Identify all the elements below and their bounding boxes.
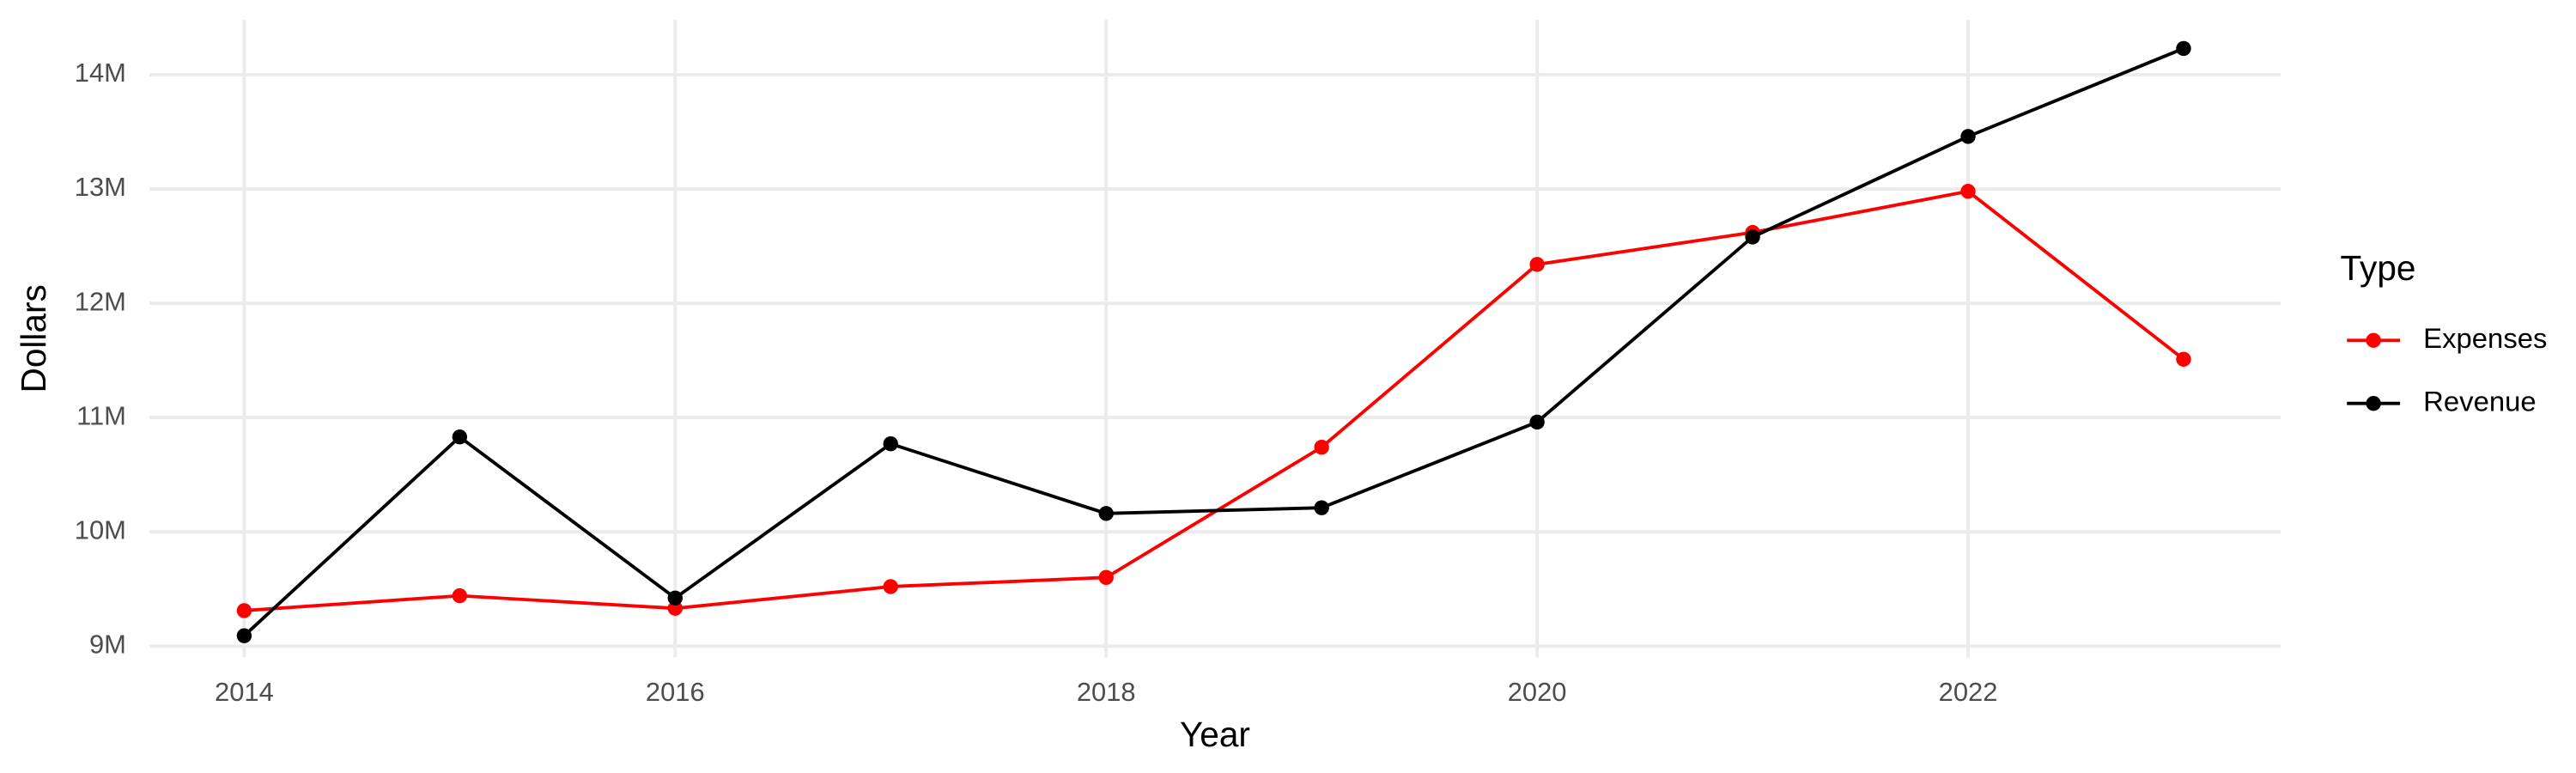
data-point: [667, 590, 683, 606]
data-point: [1529, 257, 1545, 272]
data-point: [2176, 351, 2191, 367]
legend-label: Expenses: [2423, 322, 2547, 354]
legend-title: Type: [2341, 248, 2416, 288]
grid: [149, 20, 2281, 658]
data-point: [2176, 40, 2191, 57]
y-tick-label: 14M: [75, 58, 126, 88]
y-tick-label: 9M: [89, 629, 126, 659]
data-point: [1314, 440, 1329, 455]
data-point: [452, 429, 468, 445]
y-tick-label: 11M: [76, 400, 126, 430]
legend-key-point: [2366, 396, 2381, 411]
x-tick-label: 2022: [1939, 677, 1998, 707]
x-tick-label: 2014: [215, 677, 274, 707]
data-point: [236, 603, 252, 618]
x-axis-title: Year: [1180, 715, 1250, 754]
data-point: [883, 436, 898, 452]
x-tick-label: 2020: [1508, 677, 1567, 707]
data-point: [1745, 229, 1760, 245]
data-point: [883, 579, 898, 594]
data-point: [1529, 414, 1545, 430]
data-point: [1960, 184, 1976, 199]
y-tick-label: 12M: [75, 286, 126, 316]
series-line: [243, 46, 2184, 637]
data-point: [452, 587, 468, 604]
x-tick-label: 2016: [646, 677, 705, 707]
data-point: [236, 628, 252, 643]
legend-label: Revenue: [2423, 385, 2537, 417]
legend-key-point: [2366, 332, 2381, 348]
y-tick-label: 10M: [75, 514, 126, 545]
data-point: [1314, 500, 1329, 515]
data-point: [1098, 569, 1114, 586]
data-point: [1098, 506, 1114, 521]
series-line: [244, 189, 2185, 612]
data-point: [1960, 129, 1976, 144]
x-tick-label: 2018: [1077, 677, 1136, 707]
y-axis-title: Dollars: [14, 284, 53, 393]
data-point: [667, 600, 683, 616]
y-tick-label: 13M: [75, 172, 126, 202]
